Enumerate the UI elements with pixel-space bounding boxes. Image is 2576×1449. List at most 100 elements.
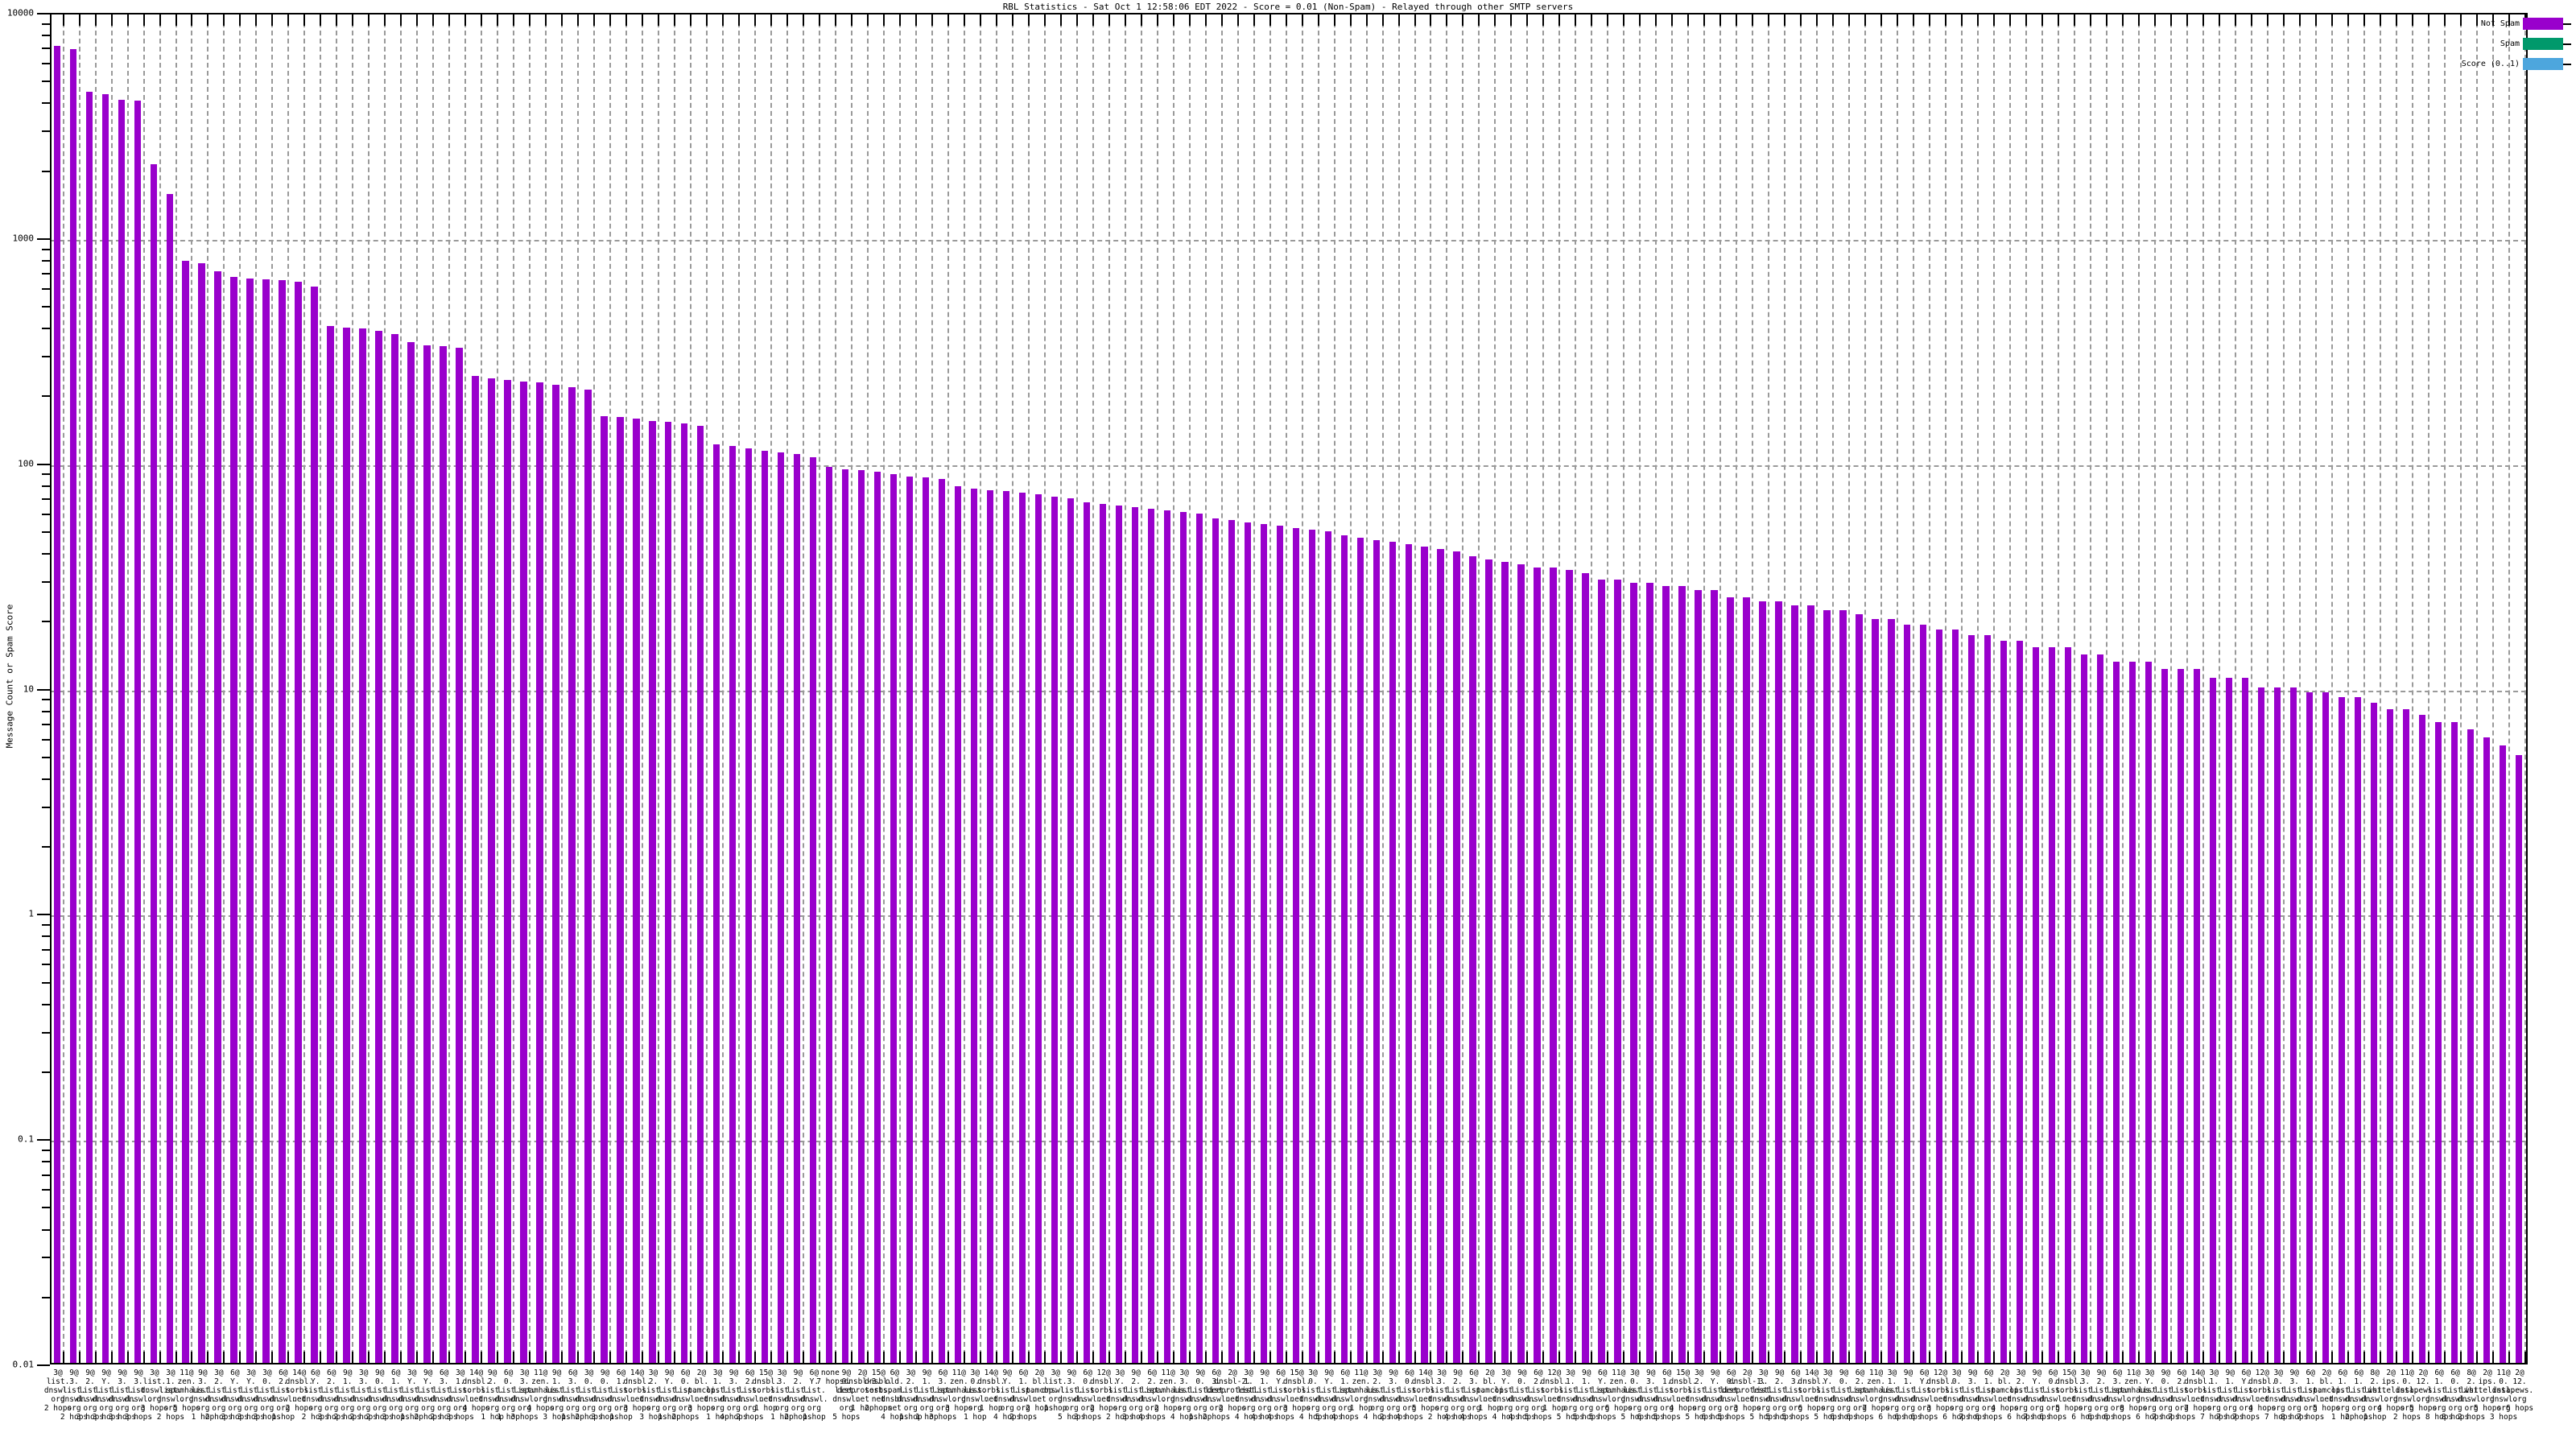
x-axis-bottom-tick: [2186, 1352, 2188, 1363]
x-axis-tick-label: 6@ 0. list. dnswl. org 8 hops: [2441, 1368, 2470, 1422]
x-axis-top-tick: [1059, 14, 1062, 26]
x-axis-bottom-tick: [722, 1352, 724, 1363]
x-axis-bottom-tick: [2524, 1352, 2526, 1363]
vertical-gridline: [529, 14, 531, 1363]
x-axis-top-tick: [2395, 14, 2397, 26]
x-axis-top-tick: [1430, 14, 1432, 26]
x-axis-tick-label: 11@ zen. spamhaus. org 4 hops: [519, 1368, 562, 1413]
x-axis-bottom-tick: [1719, 1352, 1722, 1363]
vertical-gridline: [1961, 14, 1963, 1363]
x-axis-tick-label: 6@ Y. list. dnswl. org 2 hops: [301, 1368, 329, 1422]
vertical-gridline: [898, 14, 901, 1363]
vertical-gridline: [1945, 14, 1947, 1363]
x-axis-tick-label: 3@ 1. list. dnswl. org 2 hops: [156, 1368, 185, 1422]
bar: [1550, 567, 1557, 1363]
y-axis-minor-tick: [42, 935, 50, 938]
vertical-gridline: [2169, 14, 2172, 1363]
x-axis-tick-label: 2@ ips. whitelist. org 5 hops: [2464, 1368, 2511, 1413]
x-axis-bottom-tick: [207, 1352, 209, 1363]
vertical-gridline: [866, 14, 869, 1363]
vertical-gridline: [1687, 14, 1690, 1363]
x-axis-top-tick: [416, 14, 419, 26]
x-axis-tick-label: 3@ 3. list. dnswl. org 4 hops: [1170, 1368, 1199, 1422]
x-axis-bottom-tick: [142, 1352, 145, 1363]
vertical-gridline: [110, 14, 113, 1363]
x-axis-bottom-tick: [914, 1352, 917, 1363]
x-axis-bottom-tick: [2443, 1352, 2446, 1363]
x-axis-top-tick: [1929, 14, 1931, 26]
x-axis-tick-label: 11@ zen. spamhaus. org 5 hops: [166, 1368, 208, 1413]
x-axis-top-tick: [914, 14, 917, 26]
x-axis-bottom-tick: [2009, 1352, 2012, 1363]
bar: [1356, 538, 1364, 1363]
vertical-gridline: [1832, 14, 1835, 1363]
bar: [2128, 661, 2136, 1363]
x-axis-bottom-tick: [2475, 1352, 2478, 1363]
vertical-gridline: [303, 14, 306, 1363]
vertical-gridline: [1349, 14, 1352, 1363]
x-axis-bottom-tick: [497, 1352, 499, 1363]
bar: [1856, 614, 1863, 1363]
x-axis-tick-label: 3@ Y. list. dnswl. org 6 hops: [2136, 1368, 2164, 1422]
vertical-gridline: [2508, 14, 2510, 1363]
vertical-gridline: [2009, 14, 2012, 1363]
bar: [85, 91, 93, 1363]
x-axis-bottom-tick: [561, 1352, 564, 1363]
x-axis-tick-label: 15@ dnsbl. sorbs. net 1 hop: [752, 1368, 780, 1413]
bar: [1662, 586, 1670, 1363]
vertical-gridline: [159, 14, 161, 1363]
bar: [2499, 745, 2506, 1363]
x-axis-bottom-tick: [1381, 1352, 1384, 1363]
x-axis-bottom-tick: [2379, 1352, 2381, 1363]
bar: [729, 445, 737, 1363]
vertical-gridline: [882, 14, 885, 1363]
x-axis-bottom-tick: [1027, 1352, 1030, 1363]
x-axis-tick-label: 3@ Y. list. dnswl. org 4 hops: [1492, 1368, 1520, 1422]
vertical-gridline: [1430, 14, 1432, 1363]
x-axis-top-tick: [1703, 14, 1706, 26]
x-axis-bottom-tick: [1993, 1352, 1996, 1363]
x-axis-bottom-tick: [384, 1352, 386, 1363]
y-axis-major-tick: [37, 1364, 50, 1366]
x-axis-bottom-tick: [658, 1352, 660, 1363]
x-axis-top-tick: [770, 14, 773, 26]
y-axis: 10000 1000 100 10 1 0.1 0.01: [0, 8, 50, 1370]
x-axis-top-tick: [2282, 14, 2285, 26]
x-axis-bottom-tick: [368, 1352, 370, 1363]
vertical-gridline: [2105, 14, 2107, 1363]
bar: [1115, 505, 1123, 1363]
x-axis-top-tick: [690, 14, 692, 26]
x-axis-tick-label: 14@ dnsbl. sorbs. net 3 hops: [623, 1368, 651, 1413]
bar: [440, 346, 447, 1363]
y-axis-minor-tick: [42, 328, 50, 330]
bar: [1614, 580, 1621, 1363]
x-axis-bottom-tick: [1655, 1352, 1657, 1363]
x-axis-bottom-tick: [513, 1352, 515, 1363]
bar: [1034, 493, 1042, 1363]
x-axis-bottom-tick: [1188, 1352, 1191, 1363]
x-axis-bottom-tick: [1317, 1352, 1319, 1363]
x-axis-tick-label: 9@ 0. list. dnswl. org 3 hops: [591, 1368, 619, 1422]
x-axis-bottom-tick: [1349, 1352, 1352, 1363]
x-axis-bottom-tick: [2330, 1352, 2333, 1363]
x-axis-top-tick: [1719, 14, 1722, 26]
bar: [2450, 721, 2458, 1363]
vertical-gridline: [1333, 14, 1335, 1363]
vertical-gridline: [1542, 14, 1545, 1363]
y-axis-minor-tick: [42, 699, 50, 701]
bar: [2080, 654, 2088, 1363]
legend-item: Score (0..1): [2462, 58, 2571, 70]
x-axis-top-tick: [1591, 14, 1593, 26]
x-axis-top-tick: [2218, 14, 2220, 26]
x-axis-bottom-tick: [481, 1352, 483, 1363]
y-axis-minor-tick: [42, 287, 50, 290]
x-axis-top-tick: [142, 14, 145, 26]
bar: [279, 280, 286, 1363]
x-axis-bottom-tick: [1623, 1352, 1625, 1363]
x-axis-tick-label: 2@ dnsbl-1. deeprotest. net 3 hops: [1722, 1368, 1773, 1413]
legend-tick-mark: [2563, 23, 2571, 25]
x-axis-tick-label: 3@ 3. list. dnswl. org 3 hops: [510, 1368, 539, 1422]
x-axis-bottom-tick: [1526, 1352, 1529, 1363]
x-axis-bottom-tick: [690, 1352, 692, 1363]
x-axis-bottom-tick: [2169, 1352, 2172, 1363]
